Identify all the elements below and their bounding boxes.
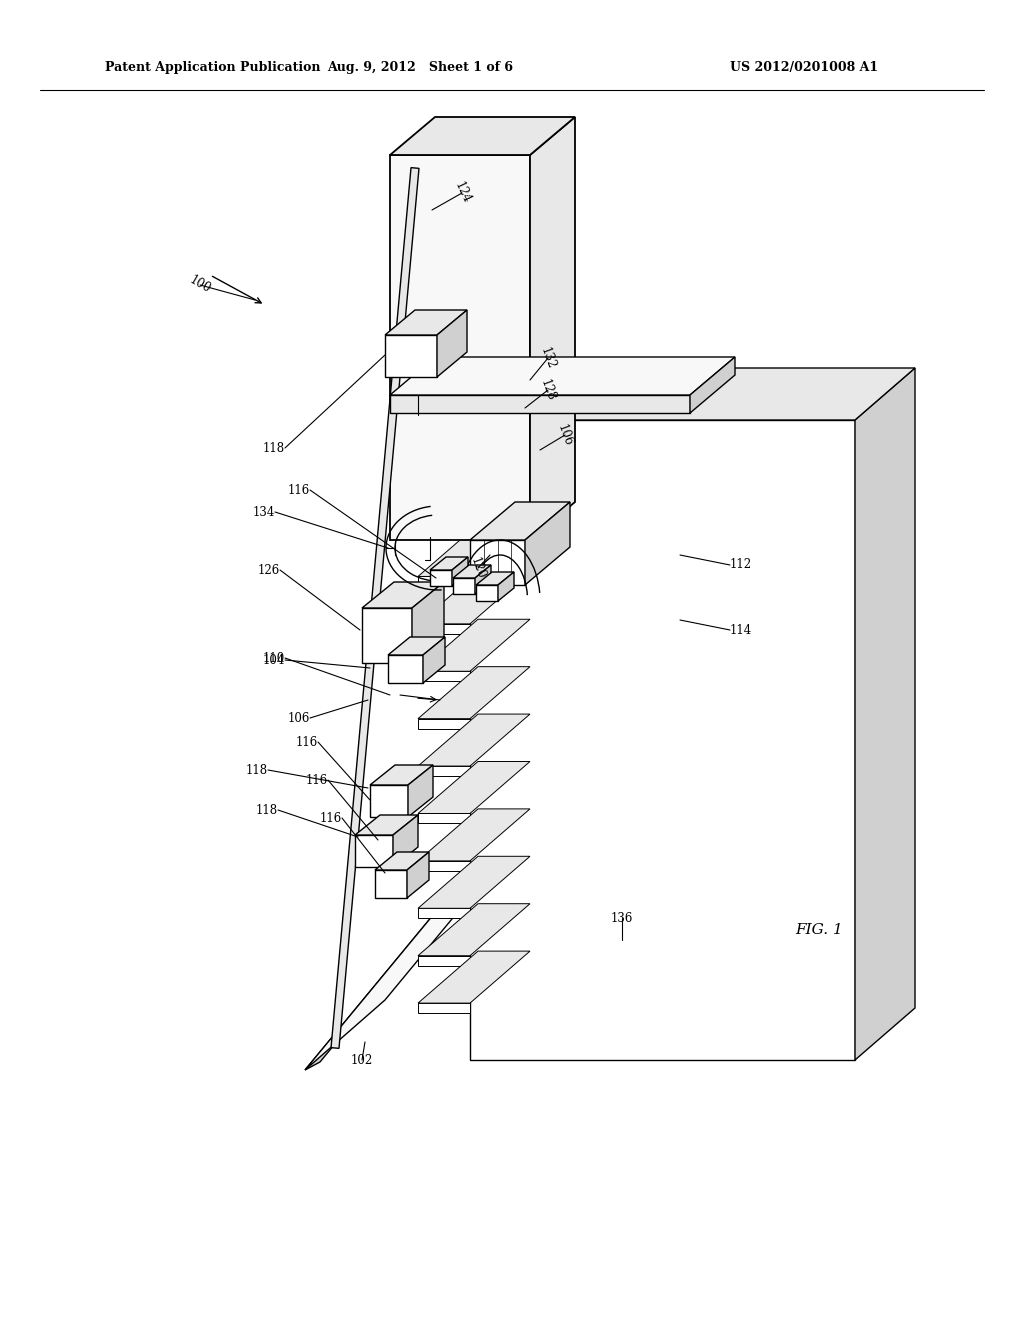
Text: 132: 132 <box>538 346 558 371</box>
Polygon shape <box>475 565 490 594</box>
Polygon shape <box>355 836 393 867</box>
Polygon shape <box>855 368 915 1060</box>
Polygon shape <box>418 714 530 766</box>
Text: 124: 124 <box>452 180 473 206</box>
Text: FIG. 1: FIG. 1 <box>795 923 843 937</box>
Polygon shape <box>388 655 423 682</box>
Polygon shape <box>418 952 530 1003</box>
Polygon shape <box>453 578 475 594</box>
Text: 116: 116 <box>288 483 310 496</box>
Polygon shape <box>690 356 735 413</box>
Text: 120: 120 <box>468 556 487 581</box>
Polygon shape <box>470 502 570 540</box>
Text: Patent Application Publication: Patent Application Publication <box>105 62 321 74</box>
Polygon shape <box>805 387 900 465</box>
Polygon shape <box>408 766 433 817</box>
Polygon shape <box>470 540 525 585</box>
Text: 116: 116 <box>319 812 342 825</box>
Polygon shape <box>476 572 514 585</box>
Polygon shape <box>370 766 433 785</box>
Text: 134: 134 <box>253 506 275 519</box>
Text: 106: 106 <box>555 422 574 447</box>
Polygon shape <box>305 395 885 1071</box>
Polygon shape <box>390 117 575 154</box>
Polygon shape <box>390 356 735 395</box>
Polygon shape <box>423 638 445 682</box>
Polygon shape <box>418 762 530 813</box>
Text: 106: 106 <box>288 711 310 725</box>
Polygon shape <box>530 117 575 540</box>
Polygon shape <box>418 429 530 482</box>
Text: 100: 100 <box>187 273 213 296</box>
Text: 112: 112 <box>730 558 752 572</box>
Polygon shape <box>418 766 470 776</box>
Polygon shape <box>498 572 514 601</box>
Polygon shape <box>430 570 452 586</box>
Polygon shape <box>418 572 530 624</box>
Polygon shape <box>375 851 429 870</box>
Text: 126: 126 <box>258 564 280 577</box>
Text: 118: 118 <box>263 441 285 454</box>
Polygon shape <box>418 434 470 445</box>
Polygon shape <box>390 395 690 413</box>
Polygon shape <box>407 851 429 898</box>
Polygon shape <box>470 420 855 1060</box>
Text: 102: 102 <box>351 1053 373 1067</box>
Polygon shape <box>418 477 530 529</box>
Polygon shape <box>385 310 467 335</box>
Polygon shape <box>453 565 490 578</box>
Polygon shape <box>418 624 470 634</box>
Polygon shape <box>437 310 467 378</box>
Polygon shape <box>418 619 530 672</box>
Polygon shape <box>418 809 530 861</box>
Polygon shape <box>388 638 445 655</box>
Polygon shape <box>412 582 444 663</box>
Polygon shape <box>525 502 570 585</box>
Text: 136: 136 <box>610 912 633 924</box>
Text: 110: 110 <box>263 652 285 664</box>
Text: 128: 128 <box>538 378 558 403</box>
Polygon shape <box>418 956 470 966</box>
Text: 116: 116 <box>296 735 318 748</box>
Text: 114: 114 <box>730 623 753 636</box>
Polygon shape <box>470 368 915 420</box>
Polygon shape <box>390 154 530 540</box>
Text: Aug. 9, 2012   Sheet 1 of 6: Aug. 9, 2012 Sheet 1 of 6 <box>327 62 513 74</box>
Text: 116: 116 <box>306 774 328 787</box>
Polygon shape <box>430 557 468 570</box>
Polygon shape <box>305 457 820 1071</box>
Text: 118: 118 <box>256 804 278 817</box>
Polygon shape <box>418 672 470 681</box>
Polygon shape <box>331 168 419 1048</box>
Polygon shape <box>355 814 418 836</box>
Polygon shape <box>418 577 470 586</box>
Polygon shape <box>370 785 408 817</box>
Polygon shape <box>362 582 444 609</box>
Polygon shape <box>393 814 418 867</box>
Polygon shape <box>418 857 530 908</box>
Polygon shape <box>418 813 470 824</box>
Polygon shape <box>418 383 530 434</box>
Polygon shape <box>418 482 470 491</box>
Polygon shape <box>418 904 530 956</box>
Text: US 2012/0201008 A1: US 2012/0201008 A1 <box>730 62 879 74</box>
Polygon shape <box>418 524 530 577</box>
Polygon shape <box>418 667 530 718</box>
Polygon shape <box>375 870 407 898</box>
Text: 118: 118 <box>246 763 268 776</box>
Text: 104: 104 <box>262 653 285 667</box>
Polygon shape <box>385 335 437 378</box>
Polygon shape <box>362 609 412 663</box>
Polygon shape <box>418 908 470 919</box>
Polygon shape <box>476 585 498 601</box>
Polygon shape <box>418 861 470 871</box>
Polygon shape <box>452 557 468 586</box>
Polygon shape <box>418 529 470 539</box>
Polygon shape <box>418 1003 470 1014</box>
Polygon shape <box>418 718 470 729</box>
